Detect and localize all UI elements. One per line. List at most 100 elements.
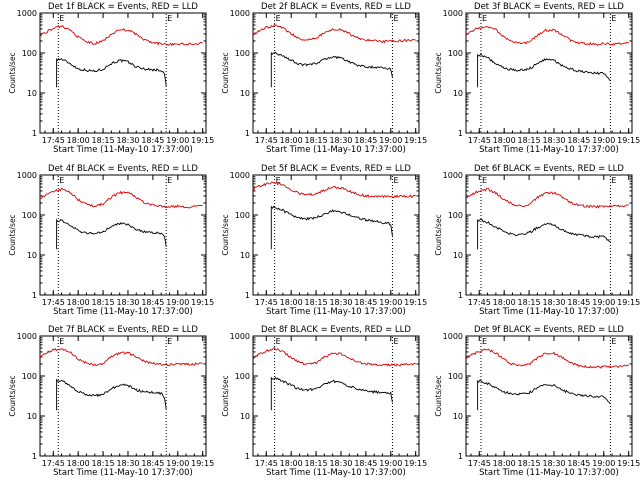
axes-frame [39,12,207,134]
x-tick-label: 18:45 [141,298,164,307]
x-tick-label: 18:45 [354,298,377,307]
y-tick-label: 10 [240,89,250,98]
x-tick-label: 18:15 [305,136,328,145]
x-tick-label: 19:00 [166,298,189,307]
x-tick-label: 18:45 [141,136,164,145]
axes-frame [252,12,420,134]
y-axis-label: Counts/sec [221,214,230,255]
y-tick-label: 100 [22,211,37,220]
axes-frame [465,12,633,134]
x-tick-label: 18:00 [280,136,303,145]
series-line-events [477,379,611,411]
time-marker-label: E [59,14,64,23]
y-axis-label: Counts/sec [434,214,443,255]
y-tick-label: 1000 [17,171,37,180]
x-tick-label: 19:00 [166,136,189,145]
x-axis-label: Start Time (11-May-10 17:37:00) [53,468,193,478]
axes-frame [252,335,420,457]
y-tick-label: 10 [240,412,250,421]
series-line-events [477,218,611,250]
x-tick-label: 18:15 [92,136,115,145]
time-marker-label: E [276,337,281,346]
x-tick-label: 18:00 [493,298,516,307]
y-tick-label: 1 [32,129,37,138]
y-tick-label: 1000 [443,332,463,341]
x-axis-label: Start Time (11-May-10 17:37:00) [266,145,406,155]
panel-title: Det 2f BLACK = Events, RED = LLD [261,2,411,12]
x-tick-label: 17:45 [468,298,491,307]
panel-title: Det 5f BLACK = Events, RED = LLD [261,164,411,174]
time-marker-label: E [482,14,487,23]
series-line-events [270,376,393,411]
y-tick-label: 10 [27,251,37,260]
y-axis-label: Counts/sec [8,375,17,416]
x-tick-label: 18:45 [567,298,590,307]
panel-title: Det 9f BLACK = Events, RED = LLD [474,325,624,335]
panel-5: Det 5f BLACK = Events, RED = LLD 1 10 100 10… [221,164,427,317]
series-line-lld [252,347,416,367]
x-tick-label: 17:45 [255,459,278,468]
x-tick-label: 18:30 [542,459,565,468]
y-tick-label: 10 [27,89,37,98]
x-tick-label: 19:00 [166,459,189,468]
y-tick-label: 10 [453,89,463,98]
x-tick-label: 18:30 [116,459,139,468]
panel-1: Det 1f BLACK = Events, RED = LLD 1 10 100 10… [8,2,214,155]
x-tick-label: 17:45 [255,298,278,307]
axes-frame [39,335,207,457]
x-tick-label: 18:45 [567,459,590,468]
x-tick-label: 18:15 [518,459,541,468]
axes-frame [465,335,633,457]
y-tick-label: 100 [22,49,37,58]
y-tick-label: 1 [32,452,37,461]
y-tick-label: 1000 [230,332,250,341]
x-tick-label: 19:15 [617,298,640,307]
time-marker-label: E [167,14,172,23]
time-marker-label: E [482,176,487,185]
y-tick-label: 1000 [443,9,463,18]
panel-title: Det 4f BLACK = Events, RED = LLD [48,164,198,174]
panel-title: Det 3f BLACK = Events, RED = LLD [474,2,624,12]
x-tick-label: 18:45 [354,136,377,145]
axes-frame [465,174,633,296]
y-axis-label: Counts/sec [434,375,443,416]
y-tick-label: 1000 [230,171,250,180]
y-tick-label: 10 [27,412,37,421]
x-tick-label: 19:00 [592,298,615,307]
y-axis-label: Counts/sec [434,52,443,93]
panel-title: Det 7f BLACK = Events, RED = LLD [48,325,198,335]
series-line-lld [39,187,203,209]
series-line-lld [465,348,629,369]
panel-title: Det 6f BLACK = Events, RED = LLD [474,164,624,174]
axes-frame [252,174,420,296]
time-marker-label: E [276,14,281,23]
panel-9: Det 9f BLACK = Events, RED = LLD 1 10 100 10… [434,325,640,478]
time-marker-label: E [167,337,172,346]
y-tick-label: 1000 [230,9,250,18]
series-line-lld [465,26,629,47]
time-marker-label: E [59,337,64,346]
x-axis-label: Start Time (11-May-10 17:37:00) [479,307,619,317]
y-tick-label: 1000 [443,171,463,180]
x-tick-label: 18:00 [280,459,303,468]
series-line-events [56,218,167,250]
panel-2: Det 2f BLACK = Events, RED = LLD 1 10 100 10… [221,2,427,155]
y-axis-label: Counts/sec [8,52,17,93]
panel-7: Det 7f BLACK = Events, RED = LLD 1 10 100 10… [8,325,214,478]
x-axis-label: Start Time (11-May-10 17:37:00) [266,468,406,478]
x-tick-label: 17:45 [468,459,491,468]
x-tick-label: 19:00 [379,298,402,307]
x-tick-label: 19:00 [379,459,402,468]
panel-6: Det 6f BLACK = Events, RED = LLD 1 10 100 10… [434,164,640,317]
x-tick-label: 18:00 [67,459,90,468]
x-tick-label: 18:00 [493,459,516,468]
y-axis-label: Counts/sec [221,52,230,93]
x-tick-label: 18:15 [92,298,115,307]
x-axis-label: Start Time (11-May-10 17:37:00) [53,145,193,155]
y-tick-label: 10 [453,412,463,421]
x-tick-label: 19:15 [404,298,427,307]
y-tick-label: 10 [453,251,463,260]
x-tick-label: 18:00 [280,298,303,307]
x-axis-label: Start Time (11-May-10 17:37:00) [266,307,406,317]
time-marker-label: E [393,176,398,185]
